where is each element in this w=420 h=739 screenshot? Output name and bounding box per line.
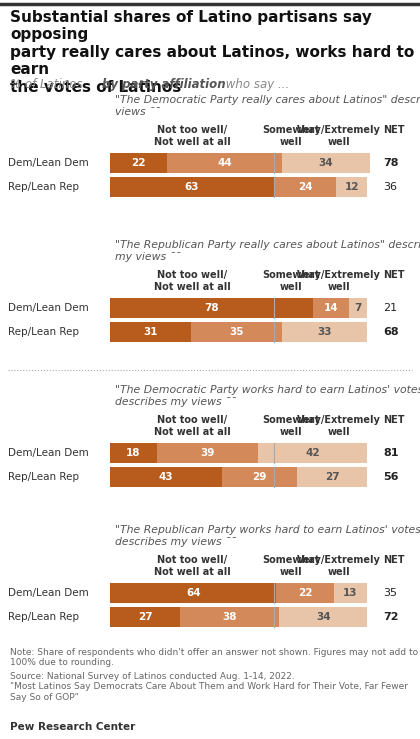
Text: Pew Research Center: Pew Research Center bbox=[10, 722, 135, 732]
Text: 22: 22 bbox=[298, 588, 312, 598]
FancyBboxPatch shape bbox=[157, 443, 258, 463]
Text: Rep/Lean Rep: Rep/Lean Rep bbox=[8, 612, 79, 622]
Text: 13: 13 bbox=[343, 588, 358, 598]
FancyBboxPatch shape bbox=[180, 607, 279, 627]
Text: 34: 34 bbox=[318, 158, 333, 168]
Text: 56: 56 bbox=[383, 472, 399, 482]
Text: "The Democratic Party really cares about Latinos" describes my
views ¯¯: "The Democratic Party really cares about… bbox=[115, 95, 420, 117]
Text: Rep/Lean Rep: Rep/Lean Rep bbox=[8, 472, 79, 482]
Text: 72: 72 bbox=[383, 612, 399, 622]
FancyBboxPatch shape bbox=[110, 177, 274, 197]
Text: NET: NET bbox=[383, 555, 404, 565]
Text: Very/Extremely
well: Very/Extremely well bbox=[297, 270, 381, 292]
Text: 18: 18 bbox=[126, 448, 141, 458]
Text: 14: 14 bbox=[324, 303, 339, 313]
FancyBboxPatch shape bbox=[110, 467, 222, 487]
Text: Rep/Lean Rep: Rep/Lean Rep bbox=[8, 182, 79, 192]
Text: % of Latinos: % of Latinos bbox=[10, 78, 86, 91]
Text: Dem/Lean Dem: Dem/Lean Dem bbox=[8, 303, 89, 313]
FancyBboxPatch shape bbox=[281, 153, 370, 173]
FancyBboxPatch shape bbox=[110, 607, 180, 627]
Text: Not too well/
Not well at all: Not too well/ Not well at all bbox=[154, 270, 230, 292]
Text: 81: 81 bbox=[383, 448, 399, 458]
FancyBboxPatch shape bbox=[191, 322, 281, 342]
Text: Very/Extremely
well: Very/Extremely well bbox=[297, 415, 381, 437]
Text: 36: 36 bbox=[383, 182, 397, 192]
Text: 27: 27 bbox=[325, 472, 340, 482]
Text: 24: 24 bbox=[298, 182, 312, 192]
Text: 27: 27 bbox=[138, 612, 152, 622]
FancyBboxPatch shape bbox=[110, 443, 157, 463]
Text: 44: 44 bbox=[217, 158, 232, 168]
Text: 39: 39 bbox=[200, 448, 215, 458]
Text: 31: 31 bbox=[143, 327, 158, 337]
Text: Not too well/
Not well at all: Not too well/ Not well at all bbox=[154, 125, 230, 146]
Text: 33: 33 bbox=[317, 327, 332, 337]
FancyBboxPatch shape bbox=[274, 177, 336, 197]
FancyBboxPatch shape bbox=[110, 583, 276, 603]
Text: 68: 68 bbox=[383, 327, 399, 337]
FancyBboxPatch shape bbox=[276, 583, 333, 603]
Text: "The Republican Party really cares about Latinos" describes
my views ¯¯: "The Republican Party really cares about… bbox=[115, 240, 420, 262]
Text: Somewhat
well: Somewhat well bbox=[262, 270, 320, 292]
Text: by party affiliation: by party affiliation bbox=[102, 78, 226, 91]
Text: 21: 21 bbox=[383, 303, 397, 313]
Text: Not too well/
Not well at all: Not too well/ Not well at all bbox=[154, 415, 230, 437]
Text: Somewhat
well: Somewhat well bbox=[262, 555, 320, 576]
Text: 35: 35 bbox=[229, 327, 243, 337]
Text: Note: Share of respondents who didn't offer an answer not shown. Figures may not: Note: Share of respondents who didn't of… bbox=[10, 648, 418, 667]
Text: 63: 63 bbox=[185, 182, 199, 192]
Text: Dem/Lean Dem: Dem/Lean Dem bbox=[8, 588, 89, 598]
Text: 34: 34 bbox=[316, 612, 331, 622]
FancyBboxPatch shape bbox=[336, 177, 368, 197]
Text: Not too well/
Not well at all: Not too well/ Not well at all bbox=[154, 555, 230, 576]
Text: NET: NET bbox=[383, 270, 404, 280]
Text: "The Democratic Party works hard to earn Latinos' votes"
describes my views ¯¯: "The Democratic Party works hard to earn… bbox=[115, 385, 420, 406]
Text: 22: 22 bbox=[131, 158, 146, 168]
FancyBboxPatch shape bbox=[222, 467, 297, 487]
Text: Somewhat
well: Somewhat well bbox=[262, 415, 320, 437]
FancyBboxPatch shape bbox=[349, 298, 368, 318]
Text: Rep/Lean Rep: Rep/Lean Rep bbox=[8, 327, 79, 337]
Text: 35: 35 bbox=[383, 588, 397, 598]
Text: 29: 29 bbox=[252, 472, 267, 482]
Text: NET: NET bbox=[383, 125, 404, 135]
Text: NET: NET bbox=[383, 415, 404, 425]
FancyBboxPatch shape bbox=[167, 153, 281, 173]
Text: 64: 64 bbox=[186, 588, 200, 598]
FancyBboxPatch shape bbox=[110, 153, 167, 173]
Text: Very/Extremely
well: Very/Extremely well bbox=[297, 125, 381, 146]
Text: Source: National Survey of Latinos conducted Aug. 1-14, 2022.
"Most Latinos Say : Source: National Survey of Latinos condu… bbox=[10, 672, 408, 702]
Text: "The Republican Party works hard to earn Latinos' votes"
describes my views ¯¯: "The Republican Party works hard to earn… bbox=[115, 525, 420, 547]
FancyBboxPatch shape bbox=[333, 583, 368, 603]
FancyBboxPatch shape bbox=[258, 443, 368, 463]
Text: Dem/Lean Dem: Dem/Lean Dem bbox=[8, 158, 89, 168]
Text: 43: 43 bbox=[159, 472, 173, 482]
FancyBboxPatch shape bbox=[297, 467, 368, 487]
Text: 38: 38 bbox=[222, 612, 237, 622]
Text: Dem/Lean Dem: Dem/Lean Dem bbox=[8, 448, 89, 458]
Text: Very/Extremely
well: Very/Extremely well bbox=[297, 555, 381, 576]
Text: 78: 78 bbox=[204, 303, 219, 313]
FancyBboxPatch shape bbox=[281, 322, 368, 342]
Text: 42: 42 bbox=[305, 448, 320, 458]
Text: 12: 12 bbox=[344, 182, 359, 192]
Text: 7: 7 bbox=[354, 303, 362, 313]
Text: Substantial shares of Latino partisans say opposing
party really cares about Lat: Substantial shares of Latino partisans s… bbox=[10, 10, 414, 95]
FancyBboxPatch shape bbox=[313, 298, 349, 318]
Text: who say ...: who say ... bbox=[222, 78, 289, 91]
FancyBboxPatch shape bbox=[279, 607, 368, 627]
Text: Somewhat
well: Somewhat well bbox=[262, 125, 320, 146]
FancyBboxPatch shape bbox=[110, 322, 191, 342]
FancyBboxPatch shape bbox=[110, 298, 313, 318]
Text: 78: 78 bbox=[383, 158, 399, 168]
